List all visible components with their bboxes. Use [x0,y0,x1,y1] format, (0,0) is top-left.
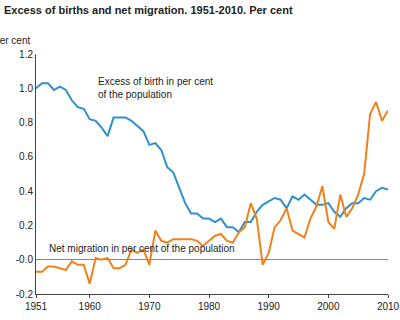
svg-text:2000: 2000 [317,301,340,312]
svg-text:Excess of birth in per centof: Excess of birth in per centof the popula… [98,76,213,100]
svg-text:0.8: 0.8 [19,117,33,128]
svg-text:0.6: 0.6 [19,151,33,162]
svg-text:1951: 1951 [25,301,48,312]
svg-text:Per cent: Per cent [0,35,30,46]
svg-text:1980: 1980 [198,301,221,312]
svg-text:1990: 1990 [258,301,281,312]
svg-text:1970: 1970 [138,301,161,312]
svg-text:-0.2: -0.2 [16,289,34,300]
svg-text:1.2: 1.2 [19,49,33,60]
svg-text:Net migration in per cent of t: Net migration in per cent of the populat… [49,243,235,254]
svg-text:1960: 1960 [79,301,102,312]
svg-text:-0.0: -0.0 [16,254,34,265]
svg-text:2010: 2010 [377,301,400,312]
svg-text:0.2: 0.2 [19,220,33,231]
svg-text:1.0: 1.0 [19,83,33,94]
svg-text:Excess of births and net migra: Excess of births and net migration. 1951… [4,4,293,16]
svg-text:0.4: 0.4 [19,186,33,197]
